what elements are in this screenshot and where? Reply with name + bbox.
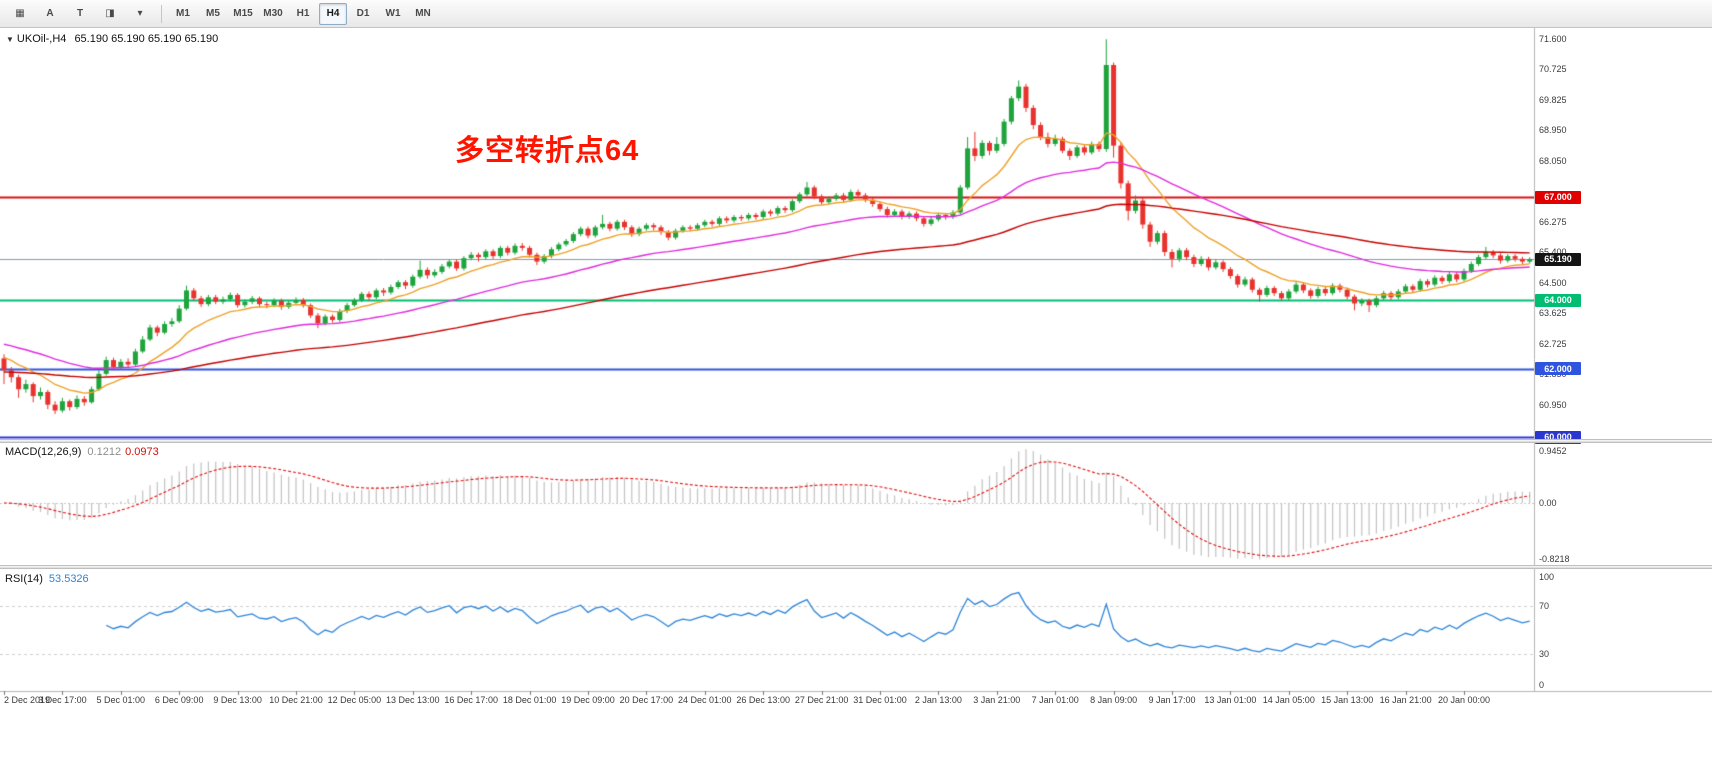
chart-title: ▼ UKOil-,H4 65.190 65.190 65.190 65.190	[6, 33, 218, 45]
label-a-tool-button[interactable]: A	[46, 8, 54, 19]
timeframe-button-w1[interactable]: W1	[385, 8, 401, 19]
timeframe-button-d1[interactable]: D1	[356, 8, 370, 19]
chart-annotation-text[interactable]: 多空转折点64	[455, 135, 640, 167]
timeframe-button-m30[interactable]: M30	[263, 8, 283, 19]
panel-separator[interactable]	[0, 565, 1712, 569]
toolbar-timeframes-group: M1 M5 M15 M30 H1 H4 D1 W1 MN	[169, 2, 437, 25]
rsi-name: RSI(14)	[5, 573, 43, 585]
rsi-value: 53.5326	[48, 573, 89, 585]
symbol-collapse-icon[interactable]: ▼	[6, 35, 14, 44]
toolbar-tools-group: ▦ A T ◨ ▾	[6, 3, 154, 25]
macd-signal-value: 0.0973	[125, 446, 159, 458]
timeframe-button-m15[interactable]: M15	[233, 8, 253, 19]
timeframe-button-m5[interactable]: M5	[206, 8, 220, 19]
rsi-indicator-label: RSI(14) 53.5326	[5, 573, 89, 585]
timeframe-button-m1[interactable]: M1	[176, 8, 190, 19]
charts-grid-button[interactable]: ▦	[15, 8, 25, 19]
timeframe-button-h4[interactable]: H4	[319, 2, 347, 25]
main-toolbar: ▦ A T ◨ ▾ M1 M5 M15 M30 H1 H4 D1 W1 MN	[0, 0, 1712, 28]
text-tool-button[interactable]: T	[76, 8, 84, 19]
timeframe-button-h1[interactable]: H1	[296, 8, 310, 19]
objects-dropdown-caret-button[interactable]: ▾	[137, 8, 143, 19]
ohlc-values: 65.190 65.190 65.190 65.190	[74, 33, 219, 45]
macd-name: MACD(12,26,9)	[5, 446, 82, 458]
objects-tool-button[interactable]: ◨	[105, 8, 115, 19]
macd-indicator-label: MACD(12,26,9) 0.1212 0.0973	[5, 446, 159, 458]
timeframe-button-mn[interactable]: MN	[415, 8, 431, 19]
symbol-timeframe-label: UKOil-,H4	[16, 33, 67, 45]
macd-main-value: 0.1212	[87, 446, 122, 458]
toolbar-separator	[161, 4, 162, 23]
panel-separator[interactable]	[0, 439, 1712, 443]
